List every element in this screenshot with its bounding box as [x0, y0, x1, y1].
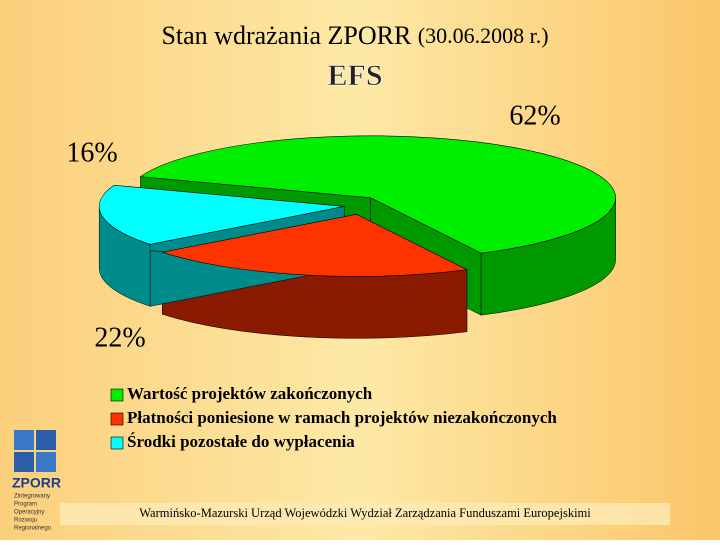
- legend: Wartość projektów zakończonych Płatności …: [110, 384, 557, 451]
- logo: ZPORR Zintegrowany Program Operacyjny Rozwo…: [12, 430, 61, 532]
- legend-label: Środki pozostałe do wypłacenia: [127, 432, 355, 451]
- logo-line: Operacyjny: [14, 510, 44, 516]
- value-label: 62%: [509, 100, 560, 131]
- logo-lines: Zintegrowany Program Operacyjny Rozwoju Regi…: [14, 494, 52, 532]
- slice: [161, 214, 468, 277]
- chart-title: Stan wdrażania ZPORR (30.06.2008 r.): [161, 21, 548, 50]
- legend-label: Wartość projektów zakończonych: [127, 384, 373, 403]
- pie: 62% 22% 16%: [66, 100, 616, 353]
- slice: [98, 184, 345, 245]
- logo-piece: [36, 430, 56, 450]
- footer: Warmińsko-Mazurski Urząd Wojewódzki Wydz…: [139, 506, 591, 520]
- legend-swatch: [110, 388, 124, 402]
- legend-swatch: [110, 436, 124, 450]
- logo-piece: [14, 452, 34, 472]
- legend-swatch: [110, 412, 124, 426]
- legend-label: Płatności poniesione w ramach projektów …: [127, 408, 557, 427]
- logo-name: ZPORR: [12, 475, 61, 491]
- logo-line: Zintegrowany: [14, 494, 50, 500]
- logo-piece: [14, 430, 34, 450]
- logo-line: Regionalnego: [14, 526, 52, 532]
- title-main: Stan wdrażania ZPORR: [161, 21, 412, 50]
- value-label: 22%: [94, 322, 145, 353]
- value-label: 16%: [66, 137, 117, 168]
- logo-line: Program: [14, 502, 37, 508]
- title-date: (30.06.2008 r.): [418, 23, 549, 48]
- logo-piece: [36, 452, 56, 472]
- footer-band: [60, 503, 670, 525]
- slice: [139, 135, 616, 254]
- chart-subtitle: EFS: [327, 59, 382, 92]
- logo-line: Rozwoju: [14, 518, 37, 524]
